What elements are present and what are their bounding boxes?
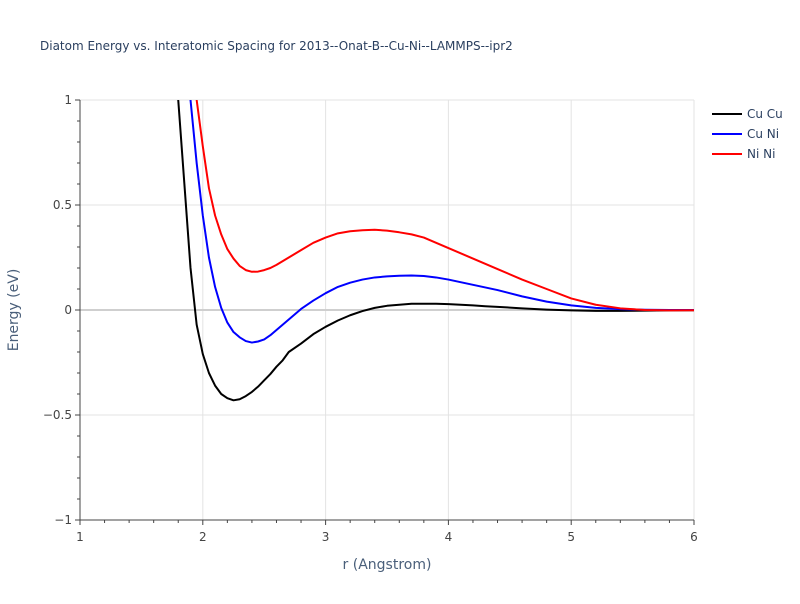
x-tick-label: 4 bbox=[445, 530, 453, 544]
legend: Cu Cu Cu Ni Ni Ni bbox=[712, 107, 783, 161]
series-line-cu-cu bbox=[177, 100, 694, 402]
x-tick-label: 6 bbox=[690, 530, 698, 544]
y-tick-label: 0.5 bbox=[53, 198, 72, 212]
series-line-cu-ni bbox=[189, 100, 694, 344]
x-tick-label: 5 bbox=[567, 530, 575, 544]
chart-title: Diatom Energy vs. Interatomic Spacing fo… bbox=[40, 39, 513, 53]
legend-item-ni-ni: Ni Ni bbox=[712, 147, 775, 161]
legend-item-cu-ni: Cu Ni bbox=[712, 127, 779, 141]
legend-label-cu-ni: Cu Ni bbox=[747, 127, 779, 141]
y-tick-label: 1 bbox=[64, 93, 72, 107]
legend-label-cu-cu: Cu Cu bbox=[747, 107, 783, 121]
y-tick-label: −0.5 bbox=[43, 408, 72, 422]
x-tick-label: 2 bbox=[199, 530, 207, 544]
y-tick-label: −1 bbox=[54, 513, 72, 527]
x-axis-label: r (Angstrom) bbox=[343, 557, 432, 573]
legend-label-ni-ni: Ni Ni bbox=[747, 147, 775, 161]
series-layer bbox=[177, 100, 694, 402]
series-line-ni-ni bbox=[195, 100, 694, 312]
y-tick-label: 0 bbox=[64, 303, 72, 317]
x-tick-label: 1 bbox=[76, 530, 84, 544]
axis-layer: 1 2 3 4 5 6 −1 −0.5 0 0.5 1 bbox=[43, 93, 698, 544]
y-axis-label: Energy (eV) bbox=[6, 269, 22, 352]
x-tick-label: 3 bbox=[322, 530, 330, 544]
legend-item-cu-cu: Cu Cu bbox=[712, 107, 783, 121]
